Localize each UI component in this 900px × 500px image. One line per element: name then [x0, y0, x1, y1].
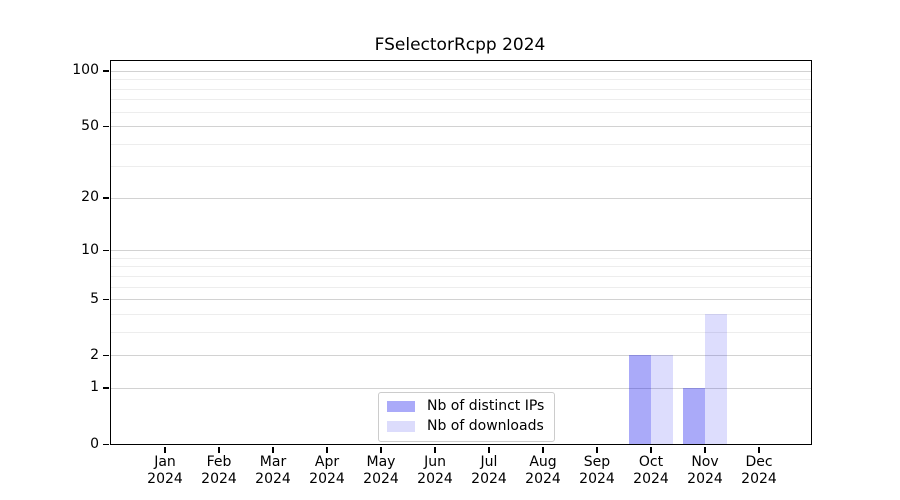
legend-label-downloads: Nb of downloads	[427, 418, 544, 434]
y-axis-tick	[103, 125, 109, 128]
y-axis-tick	[103, 298, 109, 301]
y-axis-tick-label: 2	[90, 346, 99, 363]
legend-item-downloads: Nb of downloads	[387, 418, 544, 435]
x-axis-tick	[218, 447, 220, 453]
y-axis-tick	[103, 443, 109, 445]
y-axis-tick-label: 50	[81, 117, 99, 134]
y-axis-tick	[103, 197, 109, 199]
x-axis-tick	[758, 447, 760, 453]
grid-line-major	[111, 70, 811, 72]
x-axis-tick	[650, 447, 652, 453]
x-axis-tick-label: Jun 2024	[417, 454, 453, 487]
x-axis-tick-label: May 2024	[363, 454, 399, 487]
y-axis-tick	[103, 387, 109, 389]
x-axis-tick-label: Nov 2024	[687, 454, 723, 487]
grid-line-major	[111, 387, 811, 389]
grid-line-minor	[111, 166, 811, 168]
grid-line-major	[111, 126, 811, 128]
y-axis-tick-label: 10	[81, 241, 99, 258]
grid-line-minor	[111, 79, 811, 81]
y-axis-tick-label: 0	[90, 435, 99, 452]
x-axis-tick-label: Jan 2024	[147, 454, 183, 487]
x-axis-tick-label: Mar 2024	[255, 454, 291, 487]
legend-item-distinct-ips: Nb of distinct IPs	[387, 398, 544, 415]
chart-title: FSelectorRcpp 2024	[374, 35, 546, 55]
legend-swatch-distinct-ips	[387, 401, 415, 412]
x-axis-tick	[434, 447, 436, 453]
y-axis-tick-label: 1	[90, 379, 99, 396]
grid-line-minor	[111, 257, 811, 259]
x-axis-tick-label: Feb 2024	[201, 454, 237, 487]
grid-line-major	[111, 197, 811, 199]
legend-label-distinct-ips: Nb of distinct IPs	[427, 398, 545, 414]
grid-line-minor	[111, 313, 811, 315]
x-axis-tick	[542, 447, 544, 453]
legend-swatch-downloads	[387, 421, 415, 432]
x-axis-tick-label: Dec 2024	[741, 454, 777, 487]
y-axis-tick	[103, 354, 109, 357]
x-axis-tick-label: Aug 2024	[525, 454, 561, 487]
y-axis-tick	[103, 249, 109, 252]
bar-downloads	[705, 313, 727, 444]
grid-line-minor	[111, 88, 811, 90]
x-axis-tick-label: Jul 2024	[471, 454, 507, 487]
grid-line-minor	[111, 111, 811, 113]
plot-area: 0 1 2 5 10 20 50 100 Jan 2024 Feb 2024 Mar 2024 Apr…	[72, 60, 812, 487]
x-axis-tick	[164, 447, 166, 453]
legend: Nb of distinct IPs Nb of downloads	[378, 392, 556, 442]
y-axis-tick	[103, 70, 109, 72]
y-axis-tick-label: 20	[81, 189, 99, 206]
x-axis-tick	[272, 447, 274, 453]
y-axis-tick-label: 100	[72, 62, 99, 79]
grid-line-minor	[111, 275, 811, 277]
x-axis-tick-label: Sep 2024	[579, 454, 615, 487]
x-axis-tick	[704, 447, 706, 453]
x-axis-tick-label: Oct 2024	[633, 454, 669, 487]
bar-distinct-ips	[683, 387, 705, 444]
grid-line-minor	[111, 331, 811, 333]
x-axis-tick-label: Apr 2024	[309, 454, 345, 487]
y-axis-tick-label: 5	[90, 290, 99, 307]
grid-line-major	[111, 250, 811, 252]
x-axis-tick	[488, 447, 490, 453]
x-axis-tick	[326, 447, 328, 453]
bar-distinct-ips	[629, 355, 651, 444]
grid-line-minor	[111, 99, 811, 101]
x-axis-tick	[596, 447, 598, 453]
grid-line-major	[111, 355, 811, 357]
x-axis-tick	[380, 447, 382, 453]
grid-line-major	[111, 299, 811, 301]
grid-line-minor	[111, 143, 811, 145]
grid-line-minor	[111, 266, 811, 268]
grid-line-minor	[111, 286, 811, 288]
bar-downloads	[651, 355, 673, 444]
